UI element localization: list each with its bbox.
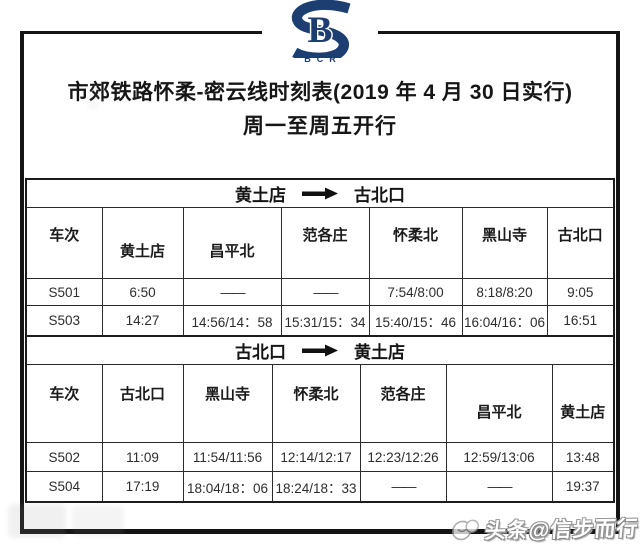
direction-from: 黄土店 (235, 186, 287, 205)
poster-title: 市郊铁路怀柔-密云线时刻表(2019 年 4 月 30 日实行) (67, 81, 573, 104)
time-cell: 8:18/8:20 (461, 278, 548, 306)
time-cell: 16:04/16：06 (461, 305, 548, 337)
time-cell: 13:48 (551, 442, 615, 472)
faded-edge-smudge (88, 84, 98, 110)
watermark-face-icon (451, 519, 479, 541)
bcr-logo: B BCR (262, 0, 378, 70)
time-cell: 18:24/18：33 (271, 471, 361, 503)
timetable-area: 黄土店 古北口 车次 黄土店 昌平北 范各庄 怀柔北 黑山寺 古北口 S501 … (25, 178, 616, 503)
col-header-station: 范各庄 (280, 207, 370, 279)
poster-subtitle: 周一至周五开行 (243, 115, 397, 138)
direction-banner: 古北口 黄土店 (25, 335, 615, 365)
col-header-station: 怀柔北 (271, 364, 361, 443)
time-cell: 15:40/15：46 (368, 305, 463, 337)
col-header-station: 黑山寺 (182, 364, 273, 443)
no-stop-dash: —— (182, 278, 282, 306)
train-number: S504 (25, 471, 103, 503)
time-cell: 9:05 (546, 278, 615, 306)
train-row-s503: S503 14:27 14:56/14：58 15:31/15：34 15:40… (25, 305, 615, 337)
direction-to: 黄土店 (354, 343, 406, 362)
direction-from: 古北口 (235, 343, 287, 362)
no-stop-dash: —— (445, 471, 553, 503)
logo-abbr: BCR (304, 54, 342, 64)
train-number: S502 (25, 442, 103, 472)
watermark-text: 头条@信步而行 (483, 517, 640, 544)
direction-to: 古北口 (354, 186, 406, 205)
col-header-station: 昌平北 (445, 364, 553, 443)
col-header-train: 车次 (25, 364, 103, 443)
time-cell: 12:14/12:17 (271, 442, 361, 472)
time-cell: 18:04/18：06 (182, 471, 273, 503)
time-cell: 14:56/14：58 (182, 305, 282, 337)
bcr-logo-mark: B (291, 0, 351, 58)
watermark-badge: 头条@信步而行 (449, 512, 639, 545)
train-row-s504: S504 17:19 18:04/18：06 18:24/18：33 —— ——… (25, 471, 615, 503)
train-row-s501: S501 6:50 —— —— 7:54/8:00 8:18/8:20 9:05 (25, 278, 615, 306)
faded-stamp-smudge (8, 504, 66, 538)
time-cell: 11:09 (101, 442, 184, 472)
col-header-station: 昌平北 (182, 207, 282, 279)
col-header-station: 黄土店 (101, 207, 184, 279)
no-stop-dash: —— (359, 471, 447, 503)
direction-banner: 黄土店 古北口 (25, 178, 615, 208)
col-header-station: 古北口 (546, 207, 615, 279)
train-number: S501 (25, 278, 103, 306)
time-cell: 12:59/13:06 (445, 442, 553, 472)
time-cell: 17:19 (101, 471, 184, 503)
train-number: S503 (25, 305, 103, 337)
timetable-gubeikou-to-huangtudian: 古北口 黄土店 车次 古北口 黑山寺 怀柔北 范各庄 昌平北 黄土店 S502 … (25, 335, 616, 503)
time-cell: 15:31/15：34 (280, 305, 370, 337)
col-header-station: 怀柔北 (368, 207, 463, 279)
time-cell: 7:54/8:00 (368, 278, 463, 306)
time-cell: 16:51 (546, 305, 615, 337)
arrow-right-icon (302, 187, 339, 200)
column-header-row: 车次 黄土店 昌平北 范各庄 怀柔北 黑山寺 古北口 (25, 207, 615, 279)
col-header-station: 古北口 (101, 364, 184, 443)
train-row-s502: S502 11:09 11:54/11:56 12:14/12:17 12:23… (25, 442, 615, 472)
time-cell: 6:50 (101, 278, 184, 306)
no-stop-dash: —— (280, 278, 370, 306)
time-cell: 12:23/12:26 (359, 442, 447, 472)
col-header-station: 范各庄 (359, 364, 447, 443)
column-header-row: 车次 古北口 黑山寺 怀柔北 范各庄 昌平北 黄土店 (25, 364, 615, 443)
col-header-station: 黑山寺 (461, 207, 548, 279)
col-header-train: 车次 (25, 207, 103, 279)
timetable-huangtudian-to-gubeikou: 黄土店 古北口 车次 黄土店 昌平北 范各庄 怀柔北 黑山寺 古北口 S501 … (25, 178, 616, 337)
time-cell: 19:37 (551, 471, 615, 503)
arrow-right-icon (302, 344, 339, 357)
logo-s-swoosh (291, 0, 351, 58)
col-header-station: 黄土店 (551, 364, 615, 443)
logo-b-letter: B (308, 10, 333, 51)
faded-stamp-smudge (72, 506, 124, 536)
time-cell: 11:54/11:56 (182, 442, 273, 472)
time-cell: 14:27 (101, 305, 184, 337)
